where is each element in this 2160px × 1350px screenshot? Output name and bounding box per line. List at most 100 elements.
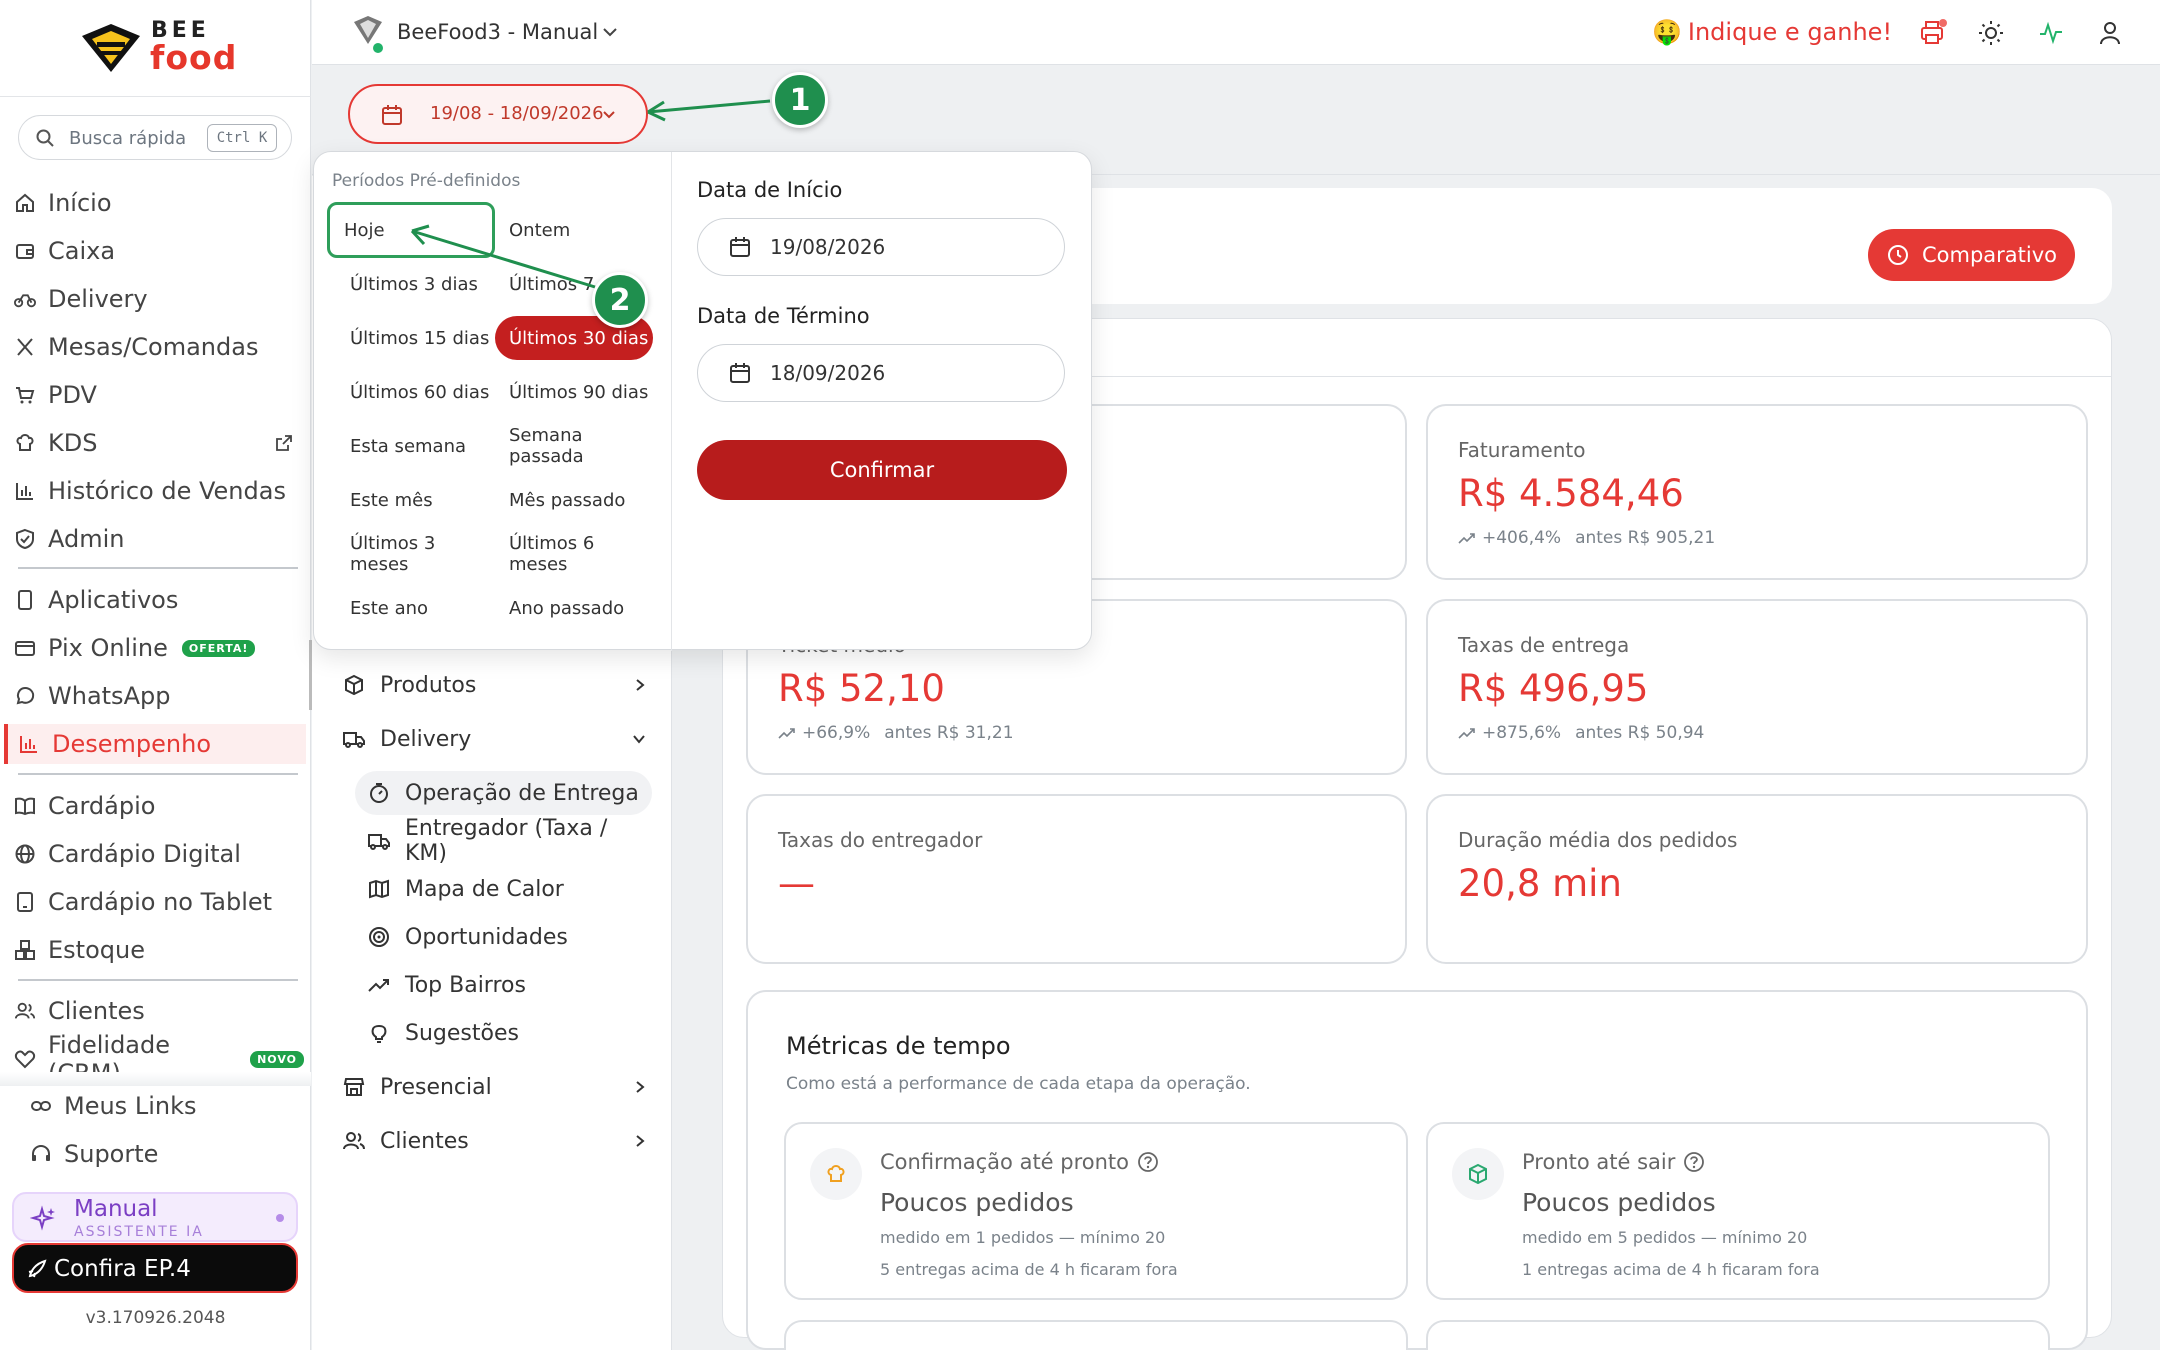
sidebar-item-cardapio[interactable]: Cardápio	[14, 786, 304, 826]
referral-link[interactable]: 🤑 Indique e ganhe!	[1652, 18, 1892, 46]
sidebar-item-clientes[interactable]: Clientes	[14, 991, 304, 1031]
end-date-input[interactable]: 18/09/2026	[697, 344, 1065, 402]
sidebar-item-cardapio-digital[interactable]: Cardápio Digital	[14, 834, 304, 874]
submenu-operacao-entrega[interactable]: Operação de Entrega	[355, 771, 652, 815]
sidebar-item-pix[interactable]: Pix Online OFERTA!	[14, 628, 304, 668]
submenu-label: Oportunidades	[405, 924, 568, 950]
sidebar-item-cardapio-tablet[interactable]: Cardápio no Tablet	[14, 882, 304, 922]
preset-esta-semana[interactable]: Esta semana	[336, 424, 494, 468]
topbar: BeeFood3 - Manual 🤑 Indique e ganhe!	[312, 0, 2160, 65]
sidebar-item-kds[interactable]: KDS	[14, 423, 304, 463]
preset-ultimos-60-dias[interactable]: Últimos 60 dias	[336, 370, 494, 414]
kpi-value: R$ 496,95	[1458, 667, 1649, 710]
sidebar-item-estoque[interactable]: Estoque	[14, 930, 304, 970]
store-selector[interactable]: BeeFood3 - Manual	[397, 20, 599, 44]
submenu-clientes[interactable]: Clientes	[342, 1119, 652, 1163]
confirm-button[interactable]: Confirmar	[697, 440, 1067, 500]
date-range-label: 19/08 - 18/09/2026	[430, 103, 604, 124]
preset-este-ano[interactable]: Este ano	[336, 586, 494, 630]
brand-line1: BEE	[151, 18, 210, 43]
preset-ultimos-15-dias[interactable]: Últimos 15 dias	[336, 316, 494, 360]
section-title: Métricas de tempo	[786, 1032, 1011, 1060]
preset-label: Últimos 60 dias	[350, 381, 490, 403]
preset-ultimos-3-dias[interactable]: Últimos 3 dias	[336, 262, 494, 306]
sun-icon[interactable]	[1978, 20, 2004, 46]
sidebar-item-label: WhatsApp	[48, 682, 171, 710]
submenu-presencial[interactable]: Presencial	[342, 1065, 652, 1109]
store-logo-icon[interactable]	[350, 14, 386, 54]
sidebar-item-label: KDS	[48, 429, 98, 457]
divider	[18, 567, 298, 569]
submenu-delivery[interactable]: Delivery	[342, 717, 652, 761]
submenu-label: Presencial	[380, 1074, 492, 1100]
sidebar-item-aplicativos[interactable]: Aplicativos	[14, 580, 304, 620]
bike-icon	[14, 288, 36, 310]
preset-este-mes[interactable]: Este mês	[336, 478, 494, 522]
brand-logo[interactable]: BEE food	[78, 18, 238, 78]
sidebar-item-pdv[interactable]: PDV	[14, 375, 304, 415]
submenu-produtos[interactable]: Produtos	[342, 663, 652, 707]
preset-ontem[interactable]: Ontem	[495, 208, 653, 252]
submenu-top-bairros[interactable]: Top Bairros	[355, 963, 652, 1007]
sidebar-item-meus-links[interactable]: Meus Links	[30, 1086, 320, 1126]
chevron-right-icon	[636, 1135, 645, 1147]
quick-search[interactable]: Busca rápida Ctrl K	[18, 115, 292, 160]
preset-ano-passado[interactable]: Ano passado	[495, 586, 653, 630]
activity-icon[interactable]	[2038, 20, 2064, 46]
preset-mes-passado[interactable]: Mês passado	[495, 478, 653, 522]
help-icon[interactable]	[1683, 1151, 1705, 1173]
sidebar-item-admin[interactable]: Admin	[14, 519, 304, 559]
submenu-mapa-calor[interactable]: Mapa de Calor	[355, 867, 652, 911]
sidebar-item-delivery[interactable]: Delivery	[14, 279, 304, 319]
submenu-entregador[interactable]: Entregador (Taxa / KM)	[355, 816, 652, 866]
metric-card-partial	[1426, 1320, 2050, 1350]
preset-ultimos-90-dias[interactable]: Últimos 90 dias	[495, 370, 653, 414]
scroll-shadow	[0, 1072, 311, 1086]
chevron-down-icon	[603, 111, 615, 119]
sidebar-item-whatsapp[interactable]: WhatsApp	[14, 676, 304, 716]
truck-icon	[342, 728, 366, 750]
sidebar-item-label: Meus Links	[64, 1092, 197, 1120]
sidebar-item-label: Aplicativos	[48, 586, 179, 614]
external-link-icon[interactable]	[274, 433, 294, 453]
user-icon[interactable]	[2098, 20, 2122, 46]
kpi-title: Taxas do entregador	[778, 828, 983, 852]
preset-semana-passada[interactable]: Semana passada	[495, 424, 653, 468]
sidebar-item-mesas[interactable]: Mesas/Comandas	[14, 327, 304, 367]
comparativo-button[interactable]: Comparativo	[1868, 229, 2075, 281]
preset-label: Ano passado	[509, 597, 625, 619]
date-range-button[interactable]: 19/08 - 18/09/2026	[348, 84, 648, 144]
preset-hoje[interactable]: Hoje	[327, 202, 495, 258]
sidebar-item-suporte[interactable]: Suporte	[30, 1134, 320, 1174]
start-date-input[interactable]: 19/08/2026	[697, 218, 1065, 276]
search-icon	[36, 129, 54, 147]
sidebar-scrollbar[interactable]	[309, 640, 312, 710]
ai-assistant-button[interactable]: Manual ASSISTENTE IA	[12, 1192, 298, 1242]
submenu-label: Delivery	[380, 726, 472, 752]
submenu-sugestoes[interactable]: Sugestões	[355, 1011, 652, 1055]
preset-label: Últimos 3 dias	[350, 273, 478, 295]
package-icon	[342, 674, 366, 696]
preset-ultimos-3-meses[interactable]: Últimos 3 meses	[336, 532, 494, 576]
printer-icon[interactable]	[1918, 18, 1948, 48]
chevron-down-icon[interactable]	[602, 26, 618, 38]
promo-button[interactable]: Confira EP.4	[12, 1243, 298, 1293]
preset-ultimos-6-meses[interactable]: Últimos 6 meses	[495, 532, 653, 576]
sidebar-item-inicio[interactable]: Início	[14, 183, 304, 223]
globe-icon	[14, 843, 36, 865]
metric-title: Pronto até sair	[1522, 1150, 1705, 1174]
kpi-delta-value: +875,6%	[1482, 723, 1562, 743]
preset-label: Últimos 90 dias	[509, 381, 649, 403]
help-icon[interactable]	[1137, 1151, 1159, 1173]
bar-chart-icon	[14, 480, 36, 502]
submenu-oportunidades[interactable]: Oportunidades	[355, 915, 652, 959]
sidebar-item-desempenho[interactable]: Desempenho	[4, 724, 306, 764]
sidebar-item-historico[interactable]: Histórico de Vendas	[14, 471, 304, 511]
kpi-card-taxas-entrega: Taxas de entrega R$ 496,95 +875,6% antes…	[1426, 599, 2088, 775]
kpi-title: Faturamento	[1458, 438, 1586, 462]
start-date-value: 19/08/2026	[770, 235, 886, 259]
sidebar-item-label: Caixa	[48, 237, 116, 265]
sidebar-item-label: Cardápio Digital	[48, 840, 241, 868]
link-icon	[30, 1095, 52, 1117]
sidebar-item-caixa[interactable]: Caixa	[14, 231, 304, 271]
